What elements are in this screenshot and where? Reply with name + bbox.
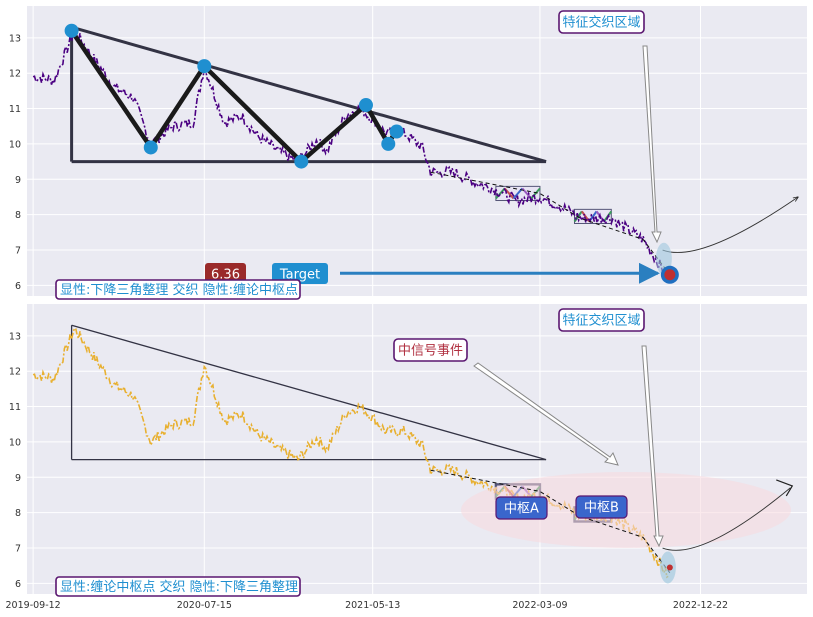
y-tick-label: 11	[9, 104, 21, 115]
zs-b-label: 中枢B	[584, 501, 619, 516]
pivot-dot	[197, 59, 212, 74]
y-tick-label: 8	[15, 508, 21, 519]
x-tick-label: 2021-05-13	[345, 600, 400, 611]
bottom-triangle-pattern	[70, 324, 547, 461]
projection-curve	[662, 487, 791, 551]
pivot-dot	[358, 98, 373, 113]
projection-end-cap	[776, 479, 794, 497]
top-zone-title-callout: 特征交织区域	[558, 10, 645, 34]
zs-a-callout: 中枢A	[495, 496, 548, 520]
signal-event-callout: 中信号事件	[393, 338, 468, 362]
y-tick-label: 7	[15, 246, 21, 257]
y-tick-label: 12	[9, 367, 21, 378]
pivot-dot	[381, 136, 396, 151]
pivot-dot	[389, 124, 404, 139]
y-tick-label: 6	[15, 579, 21, 590]
target-marker-inner	[664, 269, 676, 281]
top-triangle-pattern	[70, 25, 547, 164]
price-label-callout: 6.36	[205, 263, 246, 284]
y-tick-label: 9	[15, 473, 21, 484]
pivot-dot	[64, 23, 79, 38]
x-tick-label: 2020-07-15	[177, 600, 232, 611]
y-tick-label: 13	[9, 33, 21, 44]
y-tick-label: 13	[9, 331, 21, 342]
bottom-zone-title: 特征交织区域	[562, 313, 640, 329]
y-tick-label: 8	[15, 210, 21, 221]
y-tick-label: 11	[9, 402, 21, 413]
y-tick-label: 7	[15, 544, 21, 555]
triangle-upper-line	[71, 324, 547, 461]
bottom-panel: 6 7 8 9 10 11 12 13 2019-09-12 2020-07-15 2021-05…	[6, 304, 807, 611]
zs-a-label: 中枢A	[504, 502, 539, 517]
signal-event-label: 中信号事件	[398, 344, 463, 359]
y-tick-label: 12	[9, 69, 21, 80]
projection-curve	[662, 197, 798, 253]
bottom-y-ticks: 6 7 8 9 10 11 12 13	[9, 331, 21, 590]
zhongshu-stroke	[581, 210, 591, 223]
top-legend: 显性:下降三角整理 交织 隐性:缠论中枢点	[60, 282, 298, 298]
zone-pointer-arrow	[641, 345, 664, 548]
top-panel: 6 7 8 9 10 11 12 13 特征交织区域 6.36 Target	[9, 6, 807, 300]
zhongshu-stroke	[530, 187, 541, 200]
y-tick-label: 10	[9, 437, 21, 448]
trend-path	[430, 171, 671, 276]
y-tick-label: 9	[15, 175, 21, 186]
pivot-dot	[143, 140, 158, 155]
triangle-upper-line	[71, 25, 547, 164]
top-pivot-dots	[64, 23, 404, 169]
signal-pointer-arrow	[473, 362, 619, 466]
bottom-x-ticks: 2019-09-12 2020-07-15 2021-05-13 2022-03-09…	[6, 600, 729, 611]
pivot-dot	[294, 154, 309, 169]
bottom-zone-title-callout: 特征交织区域	[558, 308, 645, 332]
bottom-legend: 显性:缠论中枢点 交织 隐性:下降三角整理	[60, 579, 298, 595]
zhongshu-stroke	[495, 187, 506, 200]
y-tick-label: 10	[9, 139, 21, 150]
top-zone-title: 特征交织区域	[562, 15, 640, 31]
x-tick-label: 2022-03-09	[512, 600, 567, 611]
target-label: Target	[279, 268, 320, 283]
x-tick-label: 2019-09-12	[6, 600, 61, 611]
target-marker	[666, 564, 673, 571]
top-price-series	[32, 29, 669, 281]
y-tick-label: 6	[15, 281, 21, 292]
x-tick-label: 2022-12-22	[673, 600, 728, 611]
top-overlays	[340, 45, 798, 284]
target-label-callout: Target	[272, 263, 328, 284]
zs-b-callout: 中枢B	[575, 495, 628, 519]
top-y-ticks: 6 7 8 9 10 11 12 13	[9, 33, 21, 292]
top-legend-callout: 显性:下降三角整理 交织 隐性:缠论中枢点	[55, 279, 301, 300]
top-panel-background	[27, 6, 807, 296]
zone-pointer-arrow	[642, 45, 662, 244]
trend-path	[430, 469, 671, 574]
price-label: 6.36	[211, 268, 240, 283]
bottom-legend-callout: 显性:缠论中枢点 交织 隐性:下降三角整理	[55, 576, 301, 597]
